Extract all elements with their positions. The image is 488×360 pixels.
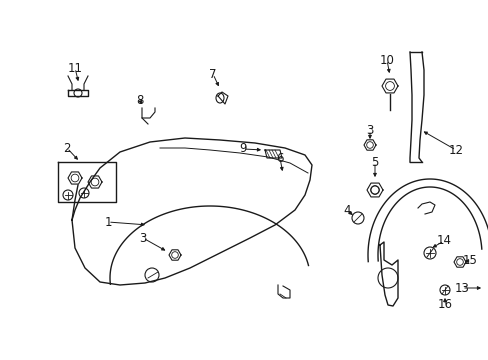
Text: 14: 14 bbox=[436, 234, 450, 248]
Text: 5: 5 bbox=[370, 156, 378, 168]
Text: 10: 10 bbox=[379, 54, 394, 67]
Text: 1: 1 bbox=[104, 216, 112, 229]
Text: 4: 4 bbox=[343, 203, 350, 216]
Text: 9: 9 bbox=[239, 143, 246, 156]
Text: 13: 13 bbox=[454, 282, 468, 294]
Text: 16: 16 bbox=[437, 298, 451, 311]
Text: 6: 6 bbox=[276, 152, 283, 165]
Text: 12: 12 bbox=[447, 144, 463, 157]
Text: 15: 15 bbox=[462, 255, 476, 267]
Text: 7: 7 bbox=[209, 68, 216, 81]
Text: 2: 2 bbox=[63, 141, 71, 154]
Text: 11: 11 bbox=[67, 62, 82, 75]
Text: 3: 3 bbox=[139, 231, 146, 244]
Text: 8: 8 bbox=[136, 94, 143, 107]
Text: 3: 3 bbox=[366, 123, 373, 136]
